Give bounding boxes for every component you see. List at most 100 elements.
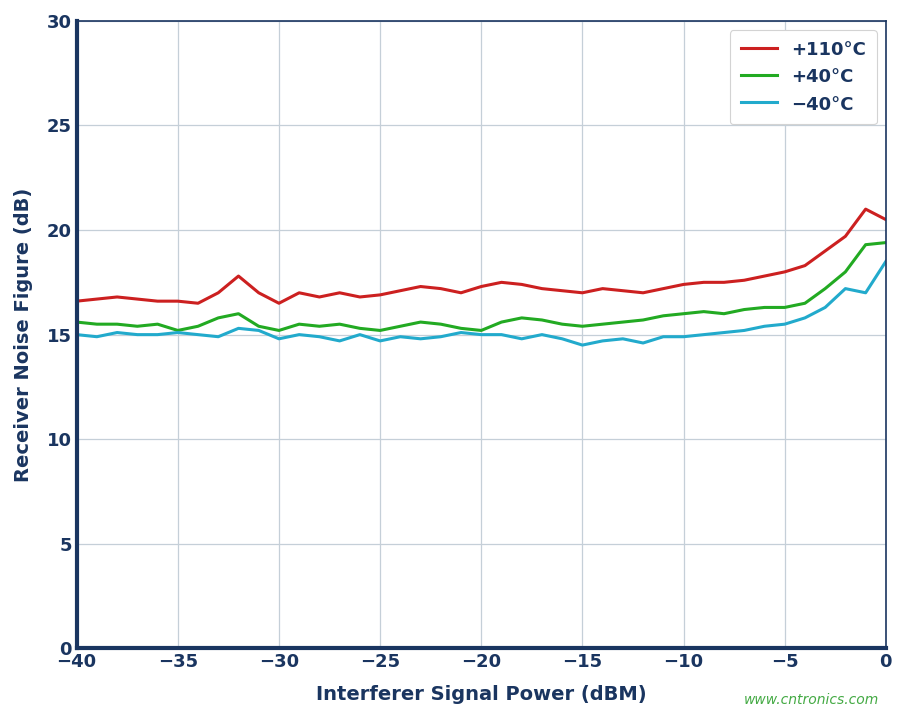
+40°C: [395, 322, 406, 330]
+110°C: [678, 280, 689, 289]
+40°C: [799, 299, 810, 307]
−40°C: [759, 322, 770, 330]
+40°C: [436, 320, 447, 328]
−40°C: [172, 328, 183, 337]
+110°C: [254, 289, 265, 297]
−40°C: [779, 320, 790, 328]
+110°C: [233, 271, 244, 280]
+110°C: [456, 289, 467, 297]
+40°C: [111, 320, 122, 328]
+40°C: [72, 318, 82, 327]
−40°C: [132, 330, 143, 339]
+40°C: [840, 268, 851, 276]
+110°C: [294, 289, 304, 297]
+110°C: [597, 284, 608, 293]
+110°C: [496, 278, 507, 286]
−40°C: [496, 330, 507, 339]
−40°C: [516, 335, 527, 343]
+40°C: [314, 322, 325, 330]
−40°C: [395, 332, 406, 341]
+40°C: [456, 324, 467, 332]
+110°C: [72, 297, 82, 305]
+110°C: [516, 280, 527, 289]
−40°C: [536, 330, 547, 339]
+110°C: [699, 278, 709, 286]
+40°C: [820, 284, 831, 293]
+40°C: [779, 303, 790, 312]
+110°C: [779, 268, 790, 276]
−40°C: [193, 330, 204, 339]
+40°C: [718, 309, 729, 318]
−40°C: [456, 328, 467, 337]
+40°C: [759, 303, 770, 312]
−40°C: [678, 332, 689, 341]
−40°C: [354, 330, 365, 339]
+40°C: [860, 241, 871, 249]
+110°C: [860, 205, 871, 213]
−40°C: [274, 335, 284, 343]
+40°C: [274, 326, 284, 335]
+110°C: [152, 297, 163, 305]
+110°C: [132, 295, 143, 304]
−40°C: [860, 289, 871, 297]
+110°C: [881, 215, 892, 224]
Y-axis label: Receiver Noise Figure (dB): Receiver Noise Figure (dB): [14, 187, 33, 482]
+110°C: [840, 232, 851, 241]
Line: −40°C: −40°C: [77, 261, 886, 345]
+110°C: [638, 289, 649, 297]
+110°C: [354, 293, 365, 302]
Legend: +110°C, +40°C, −40°C: +110°C, +40°C, −40°C: [729, 30, 877, 124]
+110°C: [436, 284, 447, 293]
+40°C: [536, 316, 547, 325]
+40°C: [658, 312, 669, 320]
X-axis label: Interferer Signal Power (dBM): Interferer Signal Power (dBM): [316, 685, 647, 704]
+40°C: [699, 307, 709, 316]
+40°C: [294, 320, 304, 328]
Line: +110°C: +110°C: [77, 209, 886, 303]
+110°C: [759, 271, 770, 280]
−40°C: [213, 332, 224, 341]
+110°C: [476, 282, 487, 291]
+40°C: [375, 326, 386, 335]
−40°C: [334, 337, 345, 345]
−40°C: [314, 332, 325, 341]
+110°C: [415, 282, 426, 291]
−40°C: [840, 284, 851, 293]
+40°C: [152, 320, 163, 328]
+40°C: [172, 326, 183, 335]
+110°C: [799, 261, 810, 270]
+110°C: [738, 276, 749, 284]
+40°C: [496, 318, 507, 327]
+40°C: [577, 322, 588, 330]
+110°C: [395, 286, 406, 295]
+110°C: [820, 247, 831, 256]
+40°C: [881, 238, 892, 247]
−40°C: [881, 257, 892, 266]
−40°C: [233, 324, 244, 332]
+40°C: [132, 322, 143, 330]
−40°C: [111, 328, 122, 337]
+40°C: [617, 318, 628, 327]
−40°C: [152, 330, 163, 339]
+110°C: [536, 284, 547, 293]
+110°C: [658, 284, 669, 293]
+40°C: [597, 320, 608, 328]
+110°C: [193, 299, 204, 307]
+110°C: [213, 289, 224, 297]
Text: www.cntronics.com: www.cntronics.com: [744, 694, 879, 707]
−40°C: [718, 328, 729, 337]
+110°C: [556, 286, 567, 295]
−40°C: [415, 335, 426, 343]
−40°C: [92, 332, 102, 341]
−40°C: [375, 337, 386, 345]
−40°C: [577, 341, 588, 350]
+110°C: [718, 278, 729, 286]
+40°C: [738, 305, 749, 314]
+40°C: [678, 309, 689, 318]
−40°C: [476, 330, 487, 339]
−40°C: [254, 326, 265, 335]
+40°C: [254, 322, 265, 330]
+40°C: [556, 320, 567, 328]
−40°C: [820, 303, 831, 312]
+110°C: [314, 293, 325, 302]
